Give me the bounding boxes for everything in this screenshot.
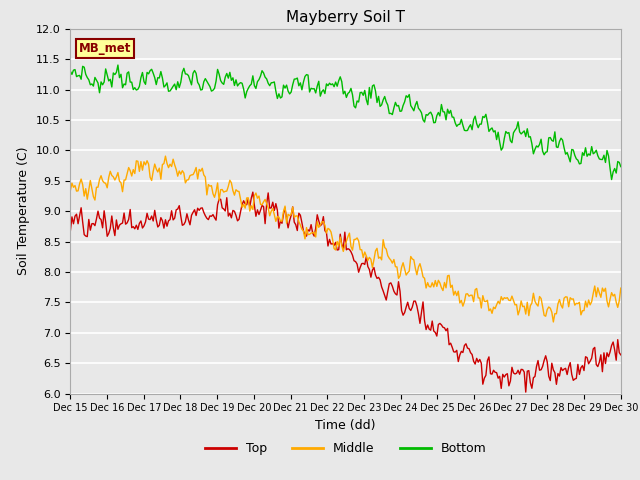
Title: Mayberry Soil T: Mayberry Soil T [286,10,405,25]
Legend: Top, Middle, Bottom: Top, Middle, Bottom [200,437,492,460]
Y-axis label: Soil Temperature (C): Soil Temperature (C) [17,147,30,276]
X-axis label: Time (dd): Time (dd) [316,419,376,432]
Text: MB_met: MB_met [79,42,131,55]
